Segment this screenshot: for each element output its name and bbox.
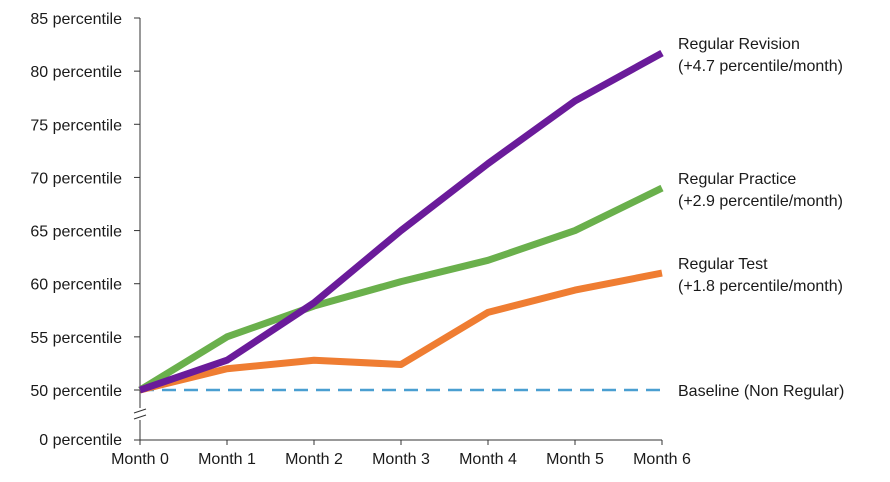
x-tick-label: Month 2 <box>285 451 343 468</box>
axis-break-mark <box>133 408 147 414</box>
x-tick-label: Month 6 <box>633 451 691 468</box>
series-line-regular-revision <box>138 50 664 394</box>
y-tick-label: 50 percentile <box>30 383 122 400</box>
series-label-regular-revision: Regular Revision <box>678 36 800 53</box>
series-line-regular-test <box>139 269 663 394</box>
series-rate-regular-revision: (+4.7 percentile/month) <box>678 58 843 75</box>
y-tick-label-zero: 0 percentile <box>39 432 122 449</box>
x-tick-label: Month 4 <box>459 451 517 468</box>
axis-break-mark <box>133 414 147 420</box>
x-tick-label: Month 5 <box>546 451 604 468</box>
y-axis-ticks: 50 percentile 55 percentile 60 percentile 6… <box>30 11 140 449</box>
series-line-regular-practice <box>138 184 664 393</box>
series-lines <box>138 50 664 394</box>
series-label-regular-practice: Regular Practice <box>678 171 796 188</box>
series-labels: Regular Revision (+4.7 percentile/month) R… <box>678 36 844 400</box>
y-tick-label: 85 percentile <box>30 11 122 28</box>
x-tick-label: Month 3 <box>372 451 430 468</box>
x-axis-ticks: Month 0 Month 1 Month 2 Month 3 Month 4 Month… <box>111 440 691 468</box>
y-tick-label: 70 percentile <box>30 170 122 187</box>
y-tick-label: 55 percentile <box>30 330 122 347</box>
y-tick-label: 60 percentile <box>30 277 122 294</box>
y-tick-label: 65 percentile <box>30 224 122 241</box>
series-rate-regular-practice: (+2.9 percentile/month) <box>678 193 843 210</box>
y-tick-label: 80 percentile <box>30 64 122 81</box>
series-label-regular-test: Regular Test <box>678 256 768 273</box>
baseline-label: Baseline (Non Regular) <box>678 383 844 400</box>
y-tick-label: 75 percentile <box>30 117 122 134</box>
x-tick-label: Month 1 <box>198 451 256 468</box>
series-rate-regular-test: (+1.8 percentile/month) <box>678 278 843 295</box>
x-tick-label: Month 0 <box>111 451 169 468</box>
